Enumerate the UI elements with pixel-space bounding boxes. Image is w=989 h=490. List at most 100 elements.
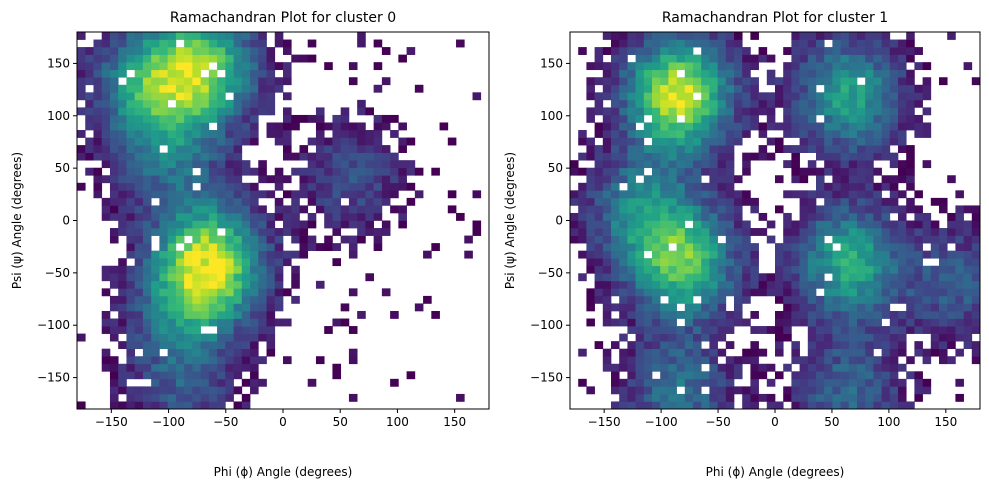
heatmap-cell — [109, 122, 119, 131]
heatmap-cell — [881, 303, 891, 312]
heatmap-cell — [668, 371, 677, 380]
heatmap-cell — [233, 401, 243, 410]
heatmap-cell — [324, 205, 333, 214]
heatmap-cell — [192, 122, 201, 131]
heatmap-cell — [832, 273, 841, 282]
heatmap-cell — [725, 137, 735, 146]
heatmap-cell — [233, 130, 243, 138]
heatmap-cell — [233, 47, 243, 55]
heatmap-cell — [332, 318, 342, 327]
heatmap-cell — [898, 265, 907, 274]
heatmap-cell — [258, 47, 267, 55]
heatmap-cell — [192, 145, 201, 153]
heatmap-cell — [200, 130, 210, 138]
heatmap-cell — [184, 326, 193, 334]
heatmap-cell — [791, 310, 800, 319]
heatmap-cell — [660, 130, 669, 138]
heatmap-cell — [717, 228, 727, 236]
heatmap-cell — [807, 288, 817, 297]
heatmap-cell — [258, 84, 267, 93]
heatmap-cell — [570, 190, 579, 199]
heatmap-cell — [134, 333, 144, 342]
heatmap-cell — [250, 54, 259, 63]
heatmap-cell — [816, 310, 825, 319]
heatmap-cell — [348, 220, 358, 229]
heatmap-cell — [717, 401, 727, 410]
heatmap-cell — [151, 288, 160, 297]
heatmap-cell — [824, 114, 833, 123]
heatmap-cell — [693, 190, 702, 199]
heatmap-cell — [340, 152, 350, 161]
heatmap-cell — [840, 371, 850, 380]
heatmap-cell — [701, 348, 710, 357]
heatmap-cell — [142, 39, 152, 48]
heatmap-cell — [701, 39, 710, 48]
heatmap-cell — [857, 190, 866, 199]
heatmap-cell — [578, 235, 587, 244]
heatmap-cell — [184, 122, 193, 131]
heatmap-cell — [184, 175, 193, 184]
heatmap-cell — [684, 303, 694, 312]
heatmap-cell — [241, 258, 251, 267]
heatmap-cell — [167, 77, 177, 86]
heatmap-cell — [725, 62, 735, 71]
heatmap-cell — [348, 250, 358, 259]
heatmap-cell — [357, 130, 366, 138]
heatmap-cell — [348, 393, 358, 402]
heatmap-cell — [734, 295, 743, 304]
heatmap-cell — [783, 250, 792, 259]
heatmap-cell — [299, 243, 309, 252]
heatmap-cell — [873, 62, 882, 71]
heatmap-cell — [241, 265, 251, 274]
heatmap-cell — [906, 32, 915, 40]
heatmap-cell — [118, 107, 127, 116]
heatmap-cell — [906, 114, 915, 123]
heatmap-cell — [200, 122, 210, 131]
heatmap-cell — [233, 326, 243, 334]
heatmap-cell — [611, 250, 620, 259]
heatmap-cell — [906, 69, 915, 78]
heatmap-cell — [126, 212, 136, 221]
heatmap-cell — [635, 348, 645, 357]
heatmap-cell — [684, 99, 694, 108]
heatmap-cell — [865, 62, 874, 71]
heatmap-cell — [627, 386, 636, 395]
heatmap-cell — [652, 182, 661, 191]
heatmap-cell — [807, 69, 817, 78]
heatmap-cell — [840, 167, 850, 176]
heatmap-cell — [668, 197, 677, 206]
heatmap-cell — [109, 84, 119, 93]
heatmap-cell — [889, 114, 899, 123]
heatmap-cell — [126, 39, 136, 48]
heatmap-cell — [142, 167, 152, 176]
heatmap-cell — [660, 69, 669, 78]
heatmap-cell — [865, 303, 874, 312]
heatmap-cell — [184, 220, 193, 229]
heatmap-cell — [717, 295, 727, 304]
heatmap-cell — [963, 341, 973, 350]
heatmap-cell — [668, 145, 677, 153]
heatmap-cell — [791, 250, 800, 259]
heatmap-cell — [971, 228, 981, 236]
heatmap-cell — [709, 228, 718, 236]
heatmap-cell — [668, 341, 677, 350]
heatmap-cell — [709, 348, 718, 357]
heatmap-cell — [643, 77, 653, 86]
heatmap-cell — [898, 250, 907, 259]
heatmap-cell — [456, 212, 465, 221]
heatmap-cell — [635, 92, 645, 101]
heatmap-cell — [971, 212, 981, 221]
heatmap-cell — [684, 341, 694, 350]
heatmap-cell — [824, 265, 833, 274]
heatmap-cell — [167, 114, 177, 123]
heatmap-cell — [848, 114, 858, 123]
heatmap-cell — [832, 280, 841, 289]
heatmap-cell — [807, 54, 817, 63]
heatmap-cell — [348, 182, 358, 191]
heatmap-cell — [217, 212, 226, 221]
heatmap-cell — [676, 288, 686, 297]
heatmap-cell — [791, 235, 800, 244]
heatmap-cell — [250, 386, 259, 395]
heatmap-cell — [766, 288, 776, 297]
heatmap-cell — [167, 39, 177, 48]
